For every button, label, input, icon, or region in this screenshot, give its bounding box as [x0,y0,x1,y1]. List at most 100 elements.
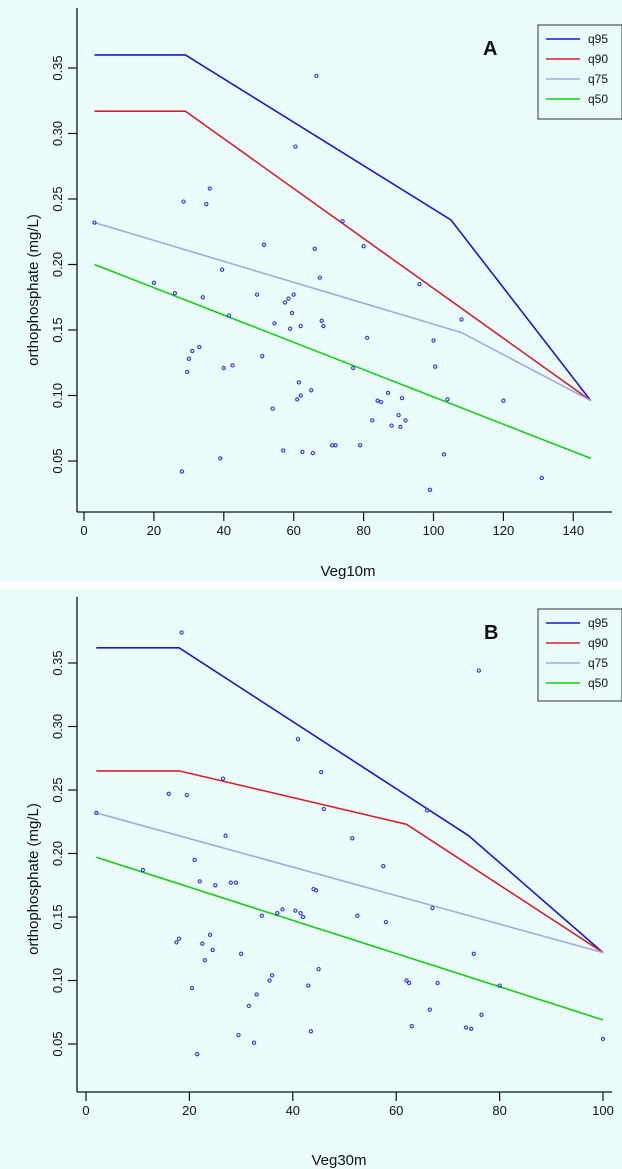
chart-b-data-point [404,978,409,983]
chart-a-data-point [289,310,295,316]
chart-b-line-q75 [96,812,604,954]
chart-a-panel-letter: A [483,38,497,60]
chart-a-data-point [403,418,408,423]
chart-a-data-point [364,335,370,341]
chart-a-data-point [312,246,317,251]
chart-a-legend-label-q75: q75 [588,72,608,86]
chart-a-y-axis-label: orthophosphate (mg/L) [25,214,42,366]
chart-b-line-q95 [96,646,604,954]
chart-b-data-point [210,947,215,953]
chart-a-data-point [230,363,235,368]
chart-a-quantile-lines [94,54,592,460]
chart-b-data-point [174,940,179,945]
chart-a-data-point [272,321,277,326]
chart-a-x-tick-label: 0 [80,523,87,538]
chart-a-data-point [539,475,544,481]
chart-a-data-point [221,365,226,371]
chart-b-points [94,630,606,1057]
chart-a-data-point [317,275,323,280]
chart-b-data-point [192,857,197,862]
chart-b-data-point [140,867,146,873]
chart-b-y-tick-label: 0.20 [50,841,65,866]
chart-a-legend-label-q95: q95 [588,32,608,46]
chart-b-x-tick-label: 60 [389,1103,403,1118]
chart-a-data-point [281,448,286,453]
panel-separator [0,581,622,589]
chart-a-x-tick-label: 20 [147,523,161,538]
chart-a-data-point [310,450,316,456]
chart-b-data-point [425,808,430,813]
chart-a-y-tick-label: 0.25 [50,186,65,211]
chart-b-legend-label-q50: q50 [588,676,608,690]
chart-a-data-point [151,280,157,285]
chart-a-data-point [300,449,305,454]
chart-a-data-point [92,220,97,225]
chart-a-line-q50 [94,263,592,460]
chart-a-data-point [184,369,190,375]
chart-a-data-point [172,291,178,296]
chart-a-svg: 0 20 40 60 80 100 120 140 0.05 0.10 0.15 0.20 0.25 0.… [25,8,622,580]
chart-a-data-point [288,326,293,331]
chart-b-legend: q95 q90 q75 q50 [537,608,622,702]
chart-b-data-point [406,980,412,986]
chart-a-data-point [417,281,422,287]
chart-b-data-point [189,985,195,991]
chart-a-data-point [200,295,205,300]
chart-a-x-tick-label: 40 [217,523,231,538]
chart-panel-a: 0 20 40 60 80 100 120 140 0.05 0.10 0.15 0.20 0.25 0.… [0,0,622,581]
chart-a-line-q95 [94,54,592,402]
chart-a-data-point [433,364,438,369]
chart-a-data-point [329,443,335,448]
chart-b-data-point [295,737,301,742]
chart-a-data-point [204,202,209,207]
chart-a-data-point [295,397,300,402]
chart-a-data-point [270,406,275,411]
chart-a-data-point [296,380,302,385]
chart-a-data-point [197,344,202,350]
chart-b-data-point [200,941,205,946]
chart-b-data-point [166,791,171,796]
chart-a-x-axis-label: Veg10m [320,563,375,580]
chart-a-data-point [226,313,232,318]
chart-a-data-point [219,267,225,272]
chart-a-data-point [261,242,267,247]
chart-a-x-tick-label: 140 [562,523,584,538]
chart-b-data-point [293,908,298,913]
chart-a-data-point [186,356,192,361]
chart-b-data-point [350,836,355,841]
chart-a-data-point [431,338,436,343]
chart-b-legend-label-q75: q75 [588,656,608,670]
chart-b-data-point [319,770,324,775]
chart-a-x-tick-label: 100 [423,523,445,538]
chart-a-data-point [441,452,447,457]
chart-b-data-point [430,905,435,911]
chart-a-data-point [218,456,223,461]
chart-a-y-tick-label: 0.05 [50,448,65,473]
chart-a-data-point [389,423,394,428]
chart-a-line-q75 [94,221,592,402]
chart-a-data-point [181,199,186,204]
chart-b-data-point [236,1032,241,1038]
chart-a-axes: 0 20 40 60 80 100 120 140 0.05 0.10 0.15 0.20 0.25 0.… [50,8,612,538]
chart-b-data-point [238,951,244,956]
chart-a-x-tick-label: 120 [493,523,515,538]
chart-a-y-tick-label: 0.20 [50,252,65,277]
chart-a-data-point [378,399,384,405]
chart-b-line-q50 [96,856,604,1021]
chart-a-data-point [207,186,212,191]
chart-b-x-tick-label: 20 [182,1103,196,1118]
chart-b-svg: 0 20 40 60 80 100 0.05 0.10 0.15 0.20 0.25 0.30 0.35… [25,597,622,1169]
chart-b-data-point [246,1003,252,1009]
chart-b-data-point [427,1007,432,1012]
chart-a-data-point [399,395,405,401]
chart-b-x-tick-label: 80 [492,1103,506,1118]
chart-a-data-point [333,443,338,448]
chart-b-y-tick-label: 0.30 [50,714,65,739]
chart-a-data-point [501,398,506,403]
chart-b-data-point [176,936,182,941]
chart-a-data-point [340,219,345,224]
chart-b-data-point [202,958,208,963]
chart-a-data-point [298,393,303,398]
chart-b-data-point [383,919,389,925]
chart-a-data-point [179,469,185,474]
